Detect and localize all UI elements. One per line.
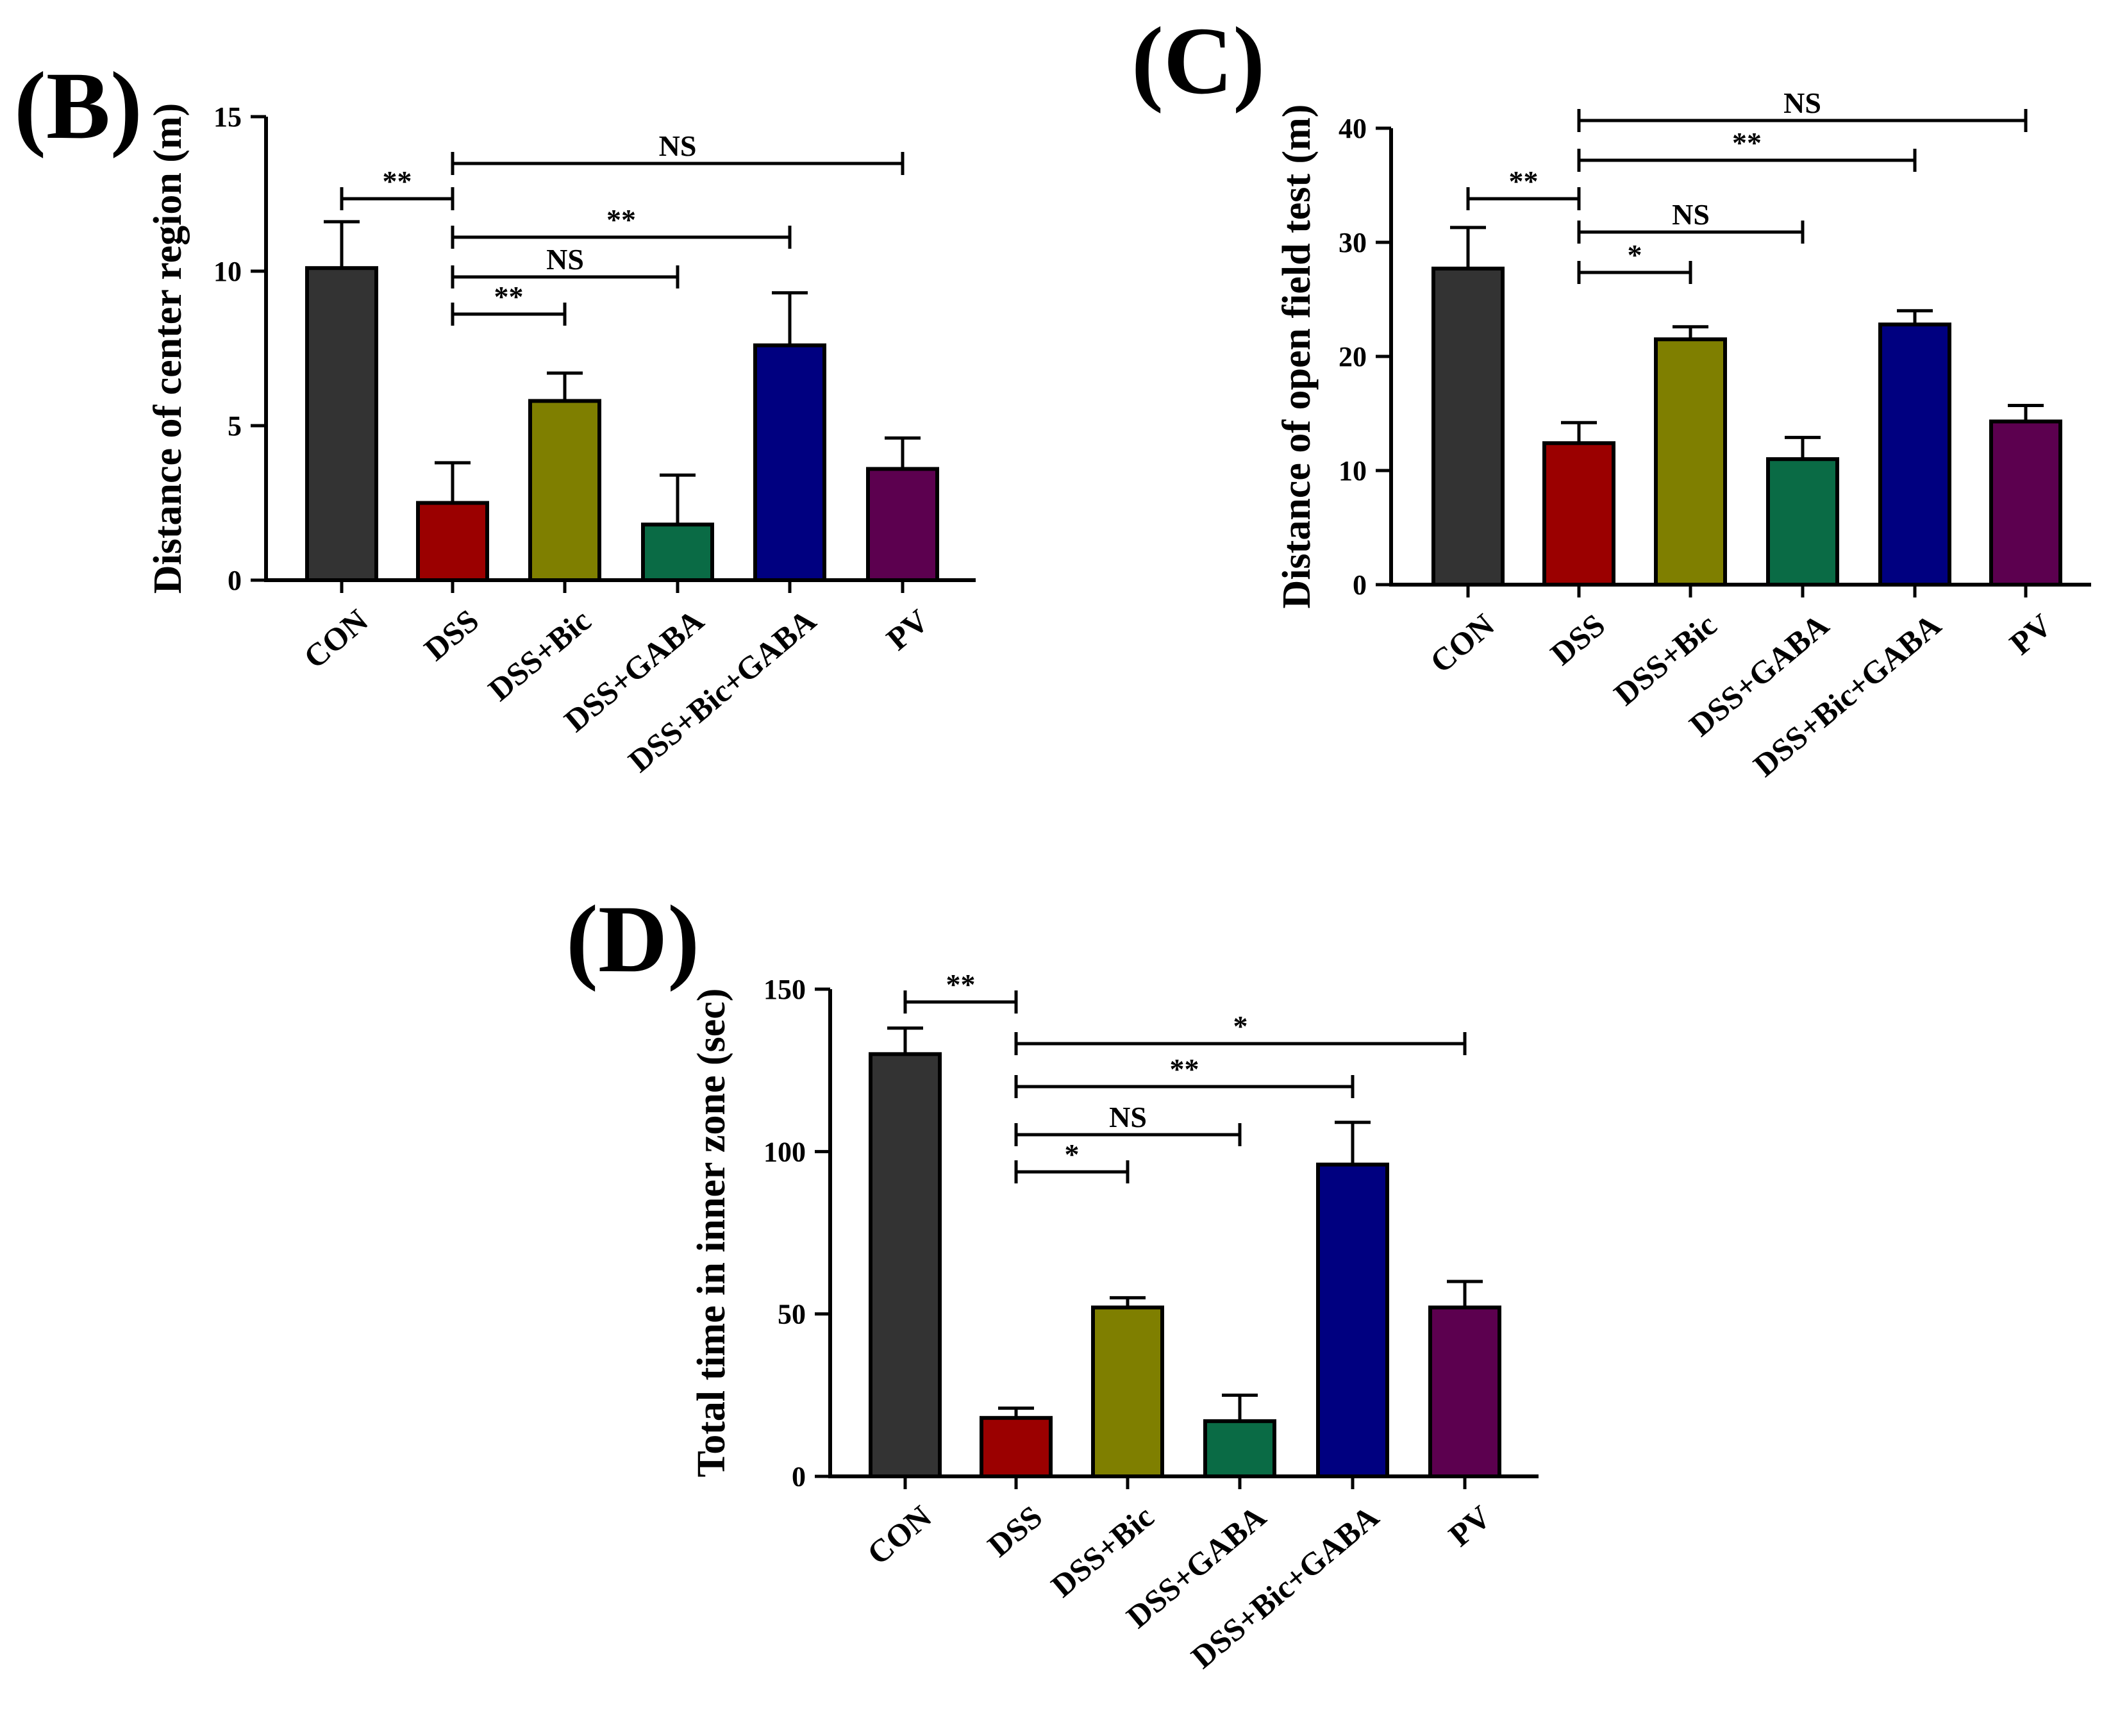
bar-dss-bic	[1654, 337, 1727, 587]
bar-dss-bic-gaba	[1878, 322, 1951, 587]
bar-dss-gaba	[1766, 457, 1839, 587]
y-tick-label: 150	[763, 974, 806, 1005]
significance-label: NS	[1672, 198, 1710, 231]
x-tick-label: PV	[880, 602, 935, 657]
bar-pv	[866, 467, 939, 582]
x-tick-label: CON	[297, 602, 374, 675]
x-tick-label: DSS+Bic+GABA	[621, 602, 822, 779]
bar-dss-bic-gaba	[1316, 1162, 1389, 1478]
chart-panel-0: (B) Distance of center region (m) 0 5 10 15 CO…	[14, 53, 976, 779]
bar-dss-bic	[528, 399, 601, 582]
y-tick-label: 20	[1339, 341, 1367, 372]
significance-label: *	[1233, 1010, 1248, 1042]
significance-label: NS	[659, 129, 697, 162]
x-tick-label: PV	[2003, 606, 2058, 662]
y-axis-label: Distance of open field test (m)	[1275, 104, 1319, 609]
y-tick-label: 10	[213, 256, 242, 287]
significance-label: **	[383, 165, 412, 197]
significance-label: NS	[546, 243, 584, 276]
bar-pv	[1989, 419, 2062, 587]
significance-label: *	[1628, 238, 1642, 271]
bar-dss-bic-gaba	[753, 343, 826, 582]
x-tick-label: PV	[1442, 1498, 1498, 1553]
y-tick-label: 50	[778, 1299, 806, 1330]
bar-pv	[1428, 1305, 1501, 1478]
bar-con	[869, 1052, 942, 1479]
significance-label: NS	[1783, 87, 1821, 119]
bar-con	[305, 266, 378, 582]
x-tick-label: CON	[1423, 606, 1501, 680]
significance-label: **	[494, 280, 524, 313]
panel-letter: (B)	[14, 53, 142, 159]
significance-label: **	[1170, 1053, 1199, 1085]
bar-dss	[416, 501, 489, 582]
x-tick-label: DSS+Bic+GABA	[1746, 606, 1948, 783]
significance-label: *	[1065, 1138, 1080, 1171]
y-tick-label: 100	[763, 1136, 806, 1167]
significance-label: **	[946, 968, 976, 1001]
bar-dss	[1542, 441, 1615, 587]
x-tick-label: DSS	[1544, 606, 1612, 672]
panel-letter: (D)	[566, 886, 699, 992]
y-axis-label: Distance of center region (m)	[146, 103, 190, 594]
significance-label: **	[606, 203, 636, 236]
significance-label: NS	[1109, 1101, 1147, 1133]
x-tick-label: CON	[860, 1498, 938, 1571]
y-tick-label: 15	[213, 101, 242, 133]
bar-dss-gaba	[641, 522, 714, 582]
y-tick-label: 0	[1353, 569, 1367, 601]
y-tick-label: 10	[1339, 455, 1367, 487]
x-tick-label: DSS	[417, 602, 485, 667]
x-tick-label: DSS+Bic+GABA	[1184, 1498, 1385, 1675]
panel-letter: (C)	[1131, 8, 1265, 114]
y-tick-label: 0	[792, 1461, 806, 1492]
bar-dss	[980, 1415, 1053, 1479]
y-tick-label: 5	[228, 410, 242, 442]
chart-panel-1: (C)Distance of open field test (m) 0 10 20 3…	[1131, 8, 2091, 783]
y-tick-label: 30	[1339, 227, 1367, 258]
bar-dss-gaba	[1203, 1419, 1276, 1479]
y-tick-label: 40	[1339, 113, 1367, 144]
significance-label: **	[1732, 126, 1762, 159]
bar-dss-bic	[1091, 1305, 1164, 1478]
chart-panel-2: (D)Total time in inner zone (sec) 0 50 100 1…	[566, 886, 1539, 1675]
bar-con	[1431, 266, 1505, 587]
y-axis-label: Total time in inner zone (sec)	[690, 989, 733, 1478]
significance-label: **	[1509, 165, 1539, 197]
x-tick-label: DSS	[981, 1498, 1049, 1564]
y-tick-label: 0	[228, 565, 242, 596]
